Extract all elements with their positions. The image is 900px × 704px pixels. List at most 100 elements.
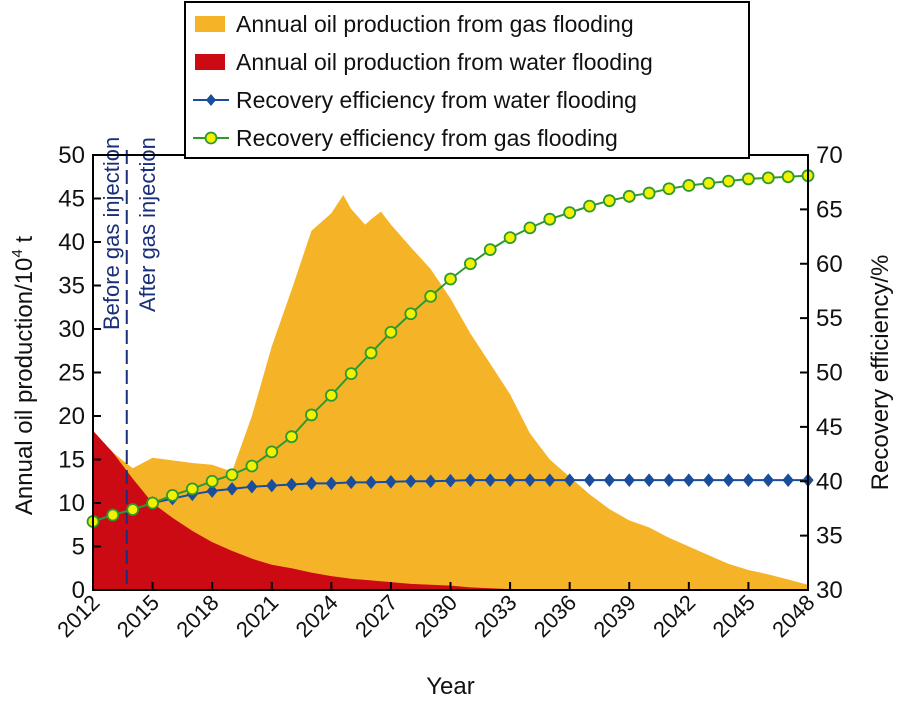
legend: Annual oil production from gas flooding A… [184,1,750,159]
gas-injection-annotation: Before gas injection After gas injection [99,137,160,590]
x-tick-label: 2012 [52,590,104,642]
marker-circle [424,289,438,303]
x-tick-label: 2042 [648,590,700,642]
left-y-tick-label: 25 [58,360,85,387]
marker-diamond [782,473,794,487]
marker-circle [742,172,755,186]
marker-circle [106,508,120,522]
x-tick-label: 2015 [112,590,164,642]
marker-diamond [643,473,655,487]
marker-diamond [305,476,318,491]
marker-circle [205,474,219,488]
marker-diamond [266,478,278,493]
marker-circle [602,194,616,208]
legend-label: Recovery efficiency from water flooding [236,87,637,113]
after-gas-injection-label: After gas injection [135,137,160,312]
x-axis-label: Year [426,673,475,700]
area-series-1 [93,195,808,590]
marker-circle [166,488,179,502]
marker-diamond [742,473,755,487]
right-y-tick-label: 60 [816,251,843,278]
marker-circle [324,388,338,402]
left-y-axis-label-unit: t [11,236,38,250]
left-y-tick-label: 50 [58,142,85,169]
right-y-tick-label: 35 [816,523,843,550]
marker-circle [563,206,577,220]
legend-marker-circle [204,131,218,145]
marker-diamond [405,474,417,489]
marker-diamond [285,477,298,492]
left-y-tick-label: 0 [72,577,85,604]
production-areas [93,195,808,590]
left-y-tick-label: 15 [58,447,85,474]
marker-diamond [623,473,635,487]
marker-diamond [524,473,536,487]
marker-circle [662,182,676,196]
marker-circle [642,186,656,200]
marker-circle [225,468,239,482]
x-tick-label: 2048 [767,590,819,642]
marker-circle [622,189,636,203]
x-tick-label: 2030 [410,590,462,642]
marker-diamond [762,473,774,487]
marker-diamond [444,473,457,488]
before-gas-injection-label: Before gas injection [99,137,124,330]
x-tick-label: 2045 [708,590,760,642]
right-y-tick-label: 40 [816,468,843,495]
marker-circle [344,367,358,380]
marker-diamond [703,473,715,487]
marker-circle [463,257,477,271]
x-tick-label: 2018 [171,590,223,642]
right-y-tick-label: 55 [816,305,843,332]
legend-label: Annual oil production from gas flooding [236,11,634,37]
area-series-2 [93,430,530,590]
marker-diamond [683,473,695,487]
right-y-tick-label: 45 [816,414,843,441]
marker-diamond [663,473,675,487]
right-y-axis-label: Recovery efficiency/% [867,255,894,491]
marker-circle [305,408,318,422]
marker-circle [404,307,418,321]
x-tick-label: 2036 [529,590,581,642]
marker-diamond [603,473,616,487]
left-y-axis-label-main: Annual oil production/10 [11,258,38,516]
marker-diamond [564,473,576,487]
left-y-axis-label-superscript: 4 [9,249,26,257]
marker-circle [146,496,159,510]
legend-marker-diamond [206,94,216,106]
marker-diamond [206,484,218,498]
left-y-axis-label: Annual oil production/104 t [9,236,38,516]
marker-diamond [722,473,735,487]
marker-circle [245,459,259,473]
marker-diamond [424,474,437,489]
marker-circle [126,503,140,516]
legend-box [184,1,750,159]
x-tick-label: 2033 [469,590,521,642]
marker-diamond [226,482,238,496]
marker-diamond [484,473,496,487]
x-tick-label: 2027 [350,590,402,642]
marker-diamond [365,475,377,490]
recovery-lines [86,169,815,529]
x-tick-label: 2024 [291,590,343,642]
marker-diamond [246,479,258,494]
marker-circle [265,445,279,459]
right-y-tick-label: 70 [816,142,843,169]
right-y-tick-label: 50 [816,360,843,387]
marker-circle [682,179,696,192]
marker-diamond [345,475,357,490]
marker-diamond [583,473,596,487]
x-tick-label: 2039 [588,590,640,642]
left-y-tick-label: 20 [58,403,85,430]
marker-circle [185,482,199,496]
marker-diamond [325,476,337,491]
marker-circle [384,325,398,339]
marker-circle [444,272,457,286]
left-y-tick-label: 35 [58,273,85,300]
left-y-tick-label: 10 [58,490,85,517]
marker-circle [781,170,795,184]
right-y-tick-label: 30 [816,577,843,604]
marker-circle [702,176,716,190]
marker-circle [722,174,735,188]
left-y-tick-label: 45 [58,186,85,213]
